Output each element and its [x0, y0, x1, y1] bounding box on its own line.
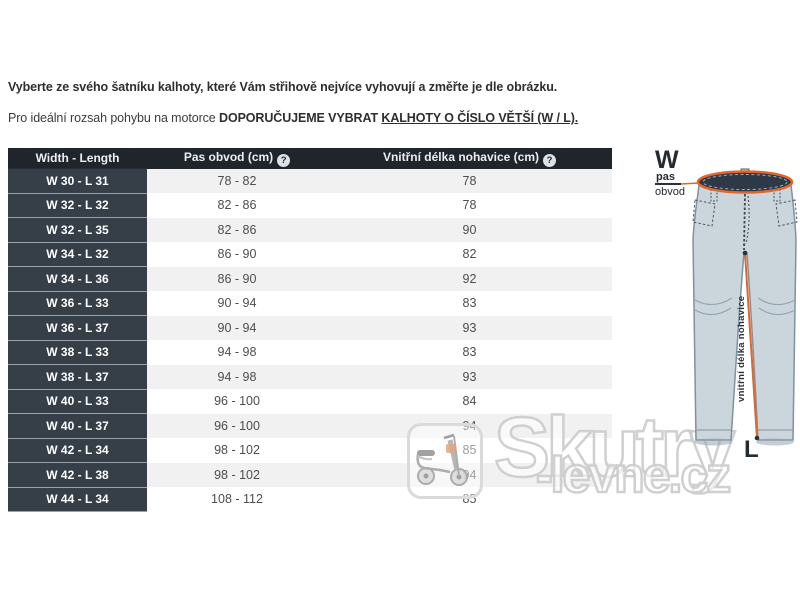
- intro-line-1: Vyberte ze svého šatníku kalhoty, které …: [8, 80, 558, 94]
- size-cell: W 40 - L 37: [8, 413, 147, 439]
- size-cell: W 42 - L 34: [8, 437, 147, 463]
- inseam-cell: 93: [327, 364, 612, 389]
- size-cell: W 34 - L 36: [8, 266, 147, 292]
- inseam-cell: 83: [327, 340, 612, 365]
- table-header-row: Width - Length Pas obvod (cm)? Vnitřní d…: [8, 148, 612, 169]
- inseam-cell: 84: [327, 389, 612, 414]
- waist-cell: 98 - 102: [147, 462, 327, 487]
- table-row: W 32 - L 32 82 - 86 78: [8, 192, 612, 218]
- waist-w-label: W: [655, 146, 680, 174]
- inseam-cell: 83: [327, 291, 612, 316]
- header-waist: Pas obvod (cm)?: [147, 148, 327, 169]
- size-cell: W 38 - L 37: [8, 364, 147, 390]
- watermark-domain-text: -levne.cz: [535, 447, 733, 503]
- waist-cell: 82 - 86: [147, 217, 327, 242]
- table-row: W 34 - L 32 86 - 90 82: [8, 241, 612, 267]
- table-row: W 34 - L 36 86 - 90 92: [8, 266, 612, 292]
- waist-cell: 108 - 112: [147, 487, 327, 512]
- header-width-length: Width - Length: [8, 148, 147, 169]
- waist-cell: 94 - 98: [147, 364, 327, 389]
- size-cell: W 42 - L 38: [8, 462, 147, 488]
- table-row: W 30 - L 31 78 - 82 78: [8, 168, 612, 194]
- table-row: W 38 - L 33 94 - 98 83: [8, 339, 612, 365]
- size-cell: W 36 - L 37: [8, 315, 147, 341]
- waist-cell: 98 - 102: [147, 438, 327, 463]
- size-cell: W 40 - L 33: [8, 388, 147, 414]
- intro-line-2-bold: DOPORUČUJEME VYBRAT: [219, 111, 382, 125]
- inseam-cell: 94: [327, 462, 612, 487]
- table-row: W 36 - L 33 90 - 94 83: [8, 290, 612, 316]
- table-row: W 40 - L 33 96 - 100 84: [8, 388, 612, 414]
- waist-cell: 82 - 86: [147, 193, 327, 218]
- size-cell: W 38 - L 33: [8, 339, 147, 365]
- scooter-icon: [416, 433, 468, 486]
- intro-line-2-underlined: KALHOTY O ČÍSLO VĚTŠÍ (W / L).: [381, 111, 579, 125]
- size-cell: W 32 - L 35: [8, 217, 147, 243]
- intro-line-2: Pro ideální rozsah pohybu na motorce DOP…: [8, 111, 578, 125]
- waist-cell: 96 - 100: [147, 413, 327, 438]
- inseam-cell: 82: [327, 242, 612, 267]
- table-row: W 36 - L 37 90 - 94 93: [8, 315, 612, 341]
- table-row: W 38 - L 37 94 - 98 93: [8, 364, 612, 390]
- table-row: W 44 - L 34 108 - 112 85: [8, 486, 612, 512]
- inseam-cell: 93: [327, 315, 612, 340]
- waist-help-icon[interactable]: ?: [277, 153, 291, 167]
- inseam-cell: 78: [327, 168, 612, 193]
- waist-cell: 86 - 90: [147, 242, 327, 267]
- size-table: Width - Length Pas obvod (cm)? Vnitřní d…: [8, 148, 612, 512]
- header-inseam: Vnitřní délka nohavice (cm)?: [327, 148, 612, 169]
- size-cell: W 44 - L 34: [8, 486, 147, 512]
- inseam-cell: 85: [327, 487, 612, 512]
- inseam-cell: 78: [327, 193, 612, 218]
- inseam-cell: 92: [327, 266, 612, 291]
- inseam-vertical-label: vnitřní délka nohavice: [736, 295, 747, 402]
- waist-cell: 90 - 94: [147, 291, 327, 316]
- size-cell: W 32 - L 32: [8, 192, 147, 218]
- size-cell: W 36 - L 33: [8, 290, 147, 316]
- inseam-help-icon[interactable]: ?: [543, 153, 557, 167]
- inseam-cell: 90: [327, 217, 612, 242]
- header-inseam-label: Vnitřní délka nohavice (cm): [382, 149, 540, 164]
- waist-cell: 78 - 82: [147, 168, 327, 193]
- waist-cell: 94 - 98: [147, 340, 327, 365]
- intro-line-2-regular: Pro ideální rozsah pohybu na motorce: [8, 111, 220, 125]
- size-cell: W 30 - L 31: [8, 168, 147, 194]
- pas-label: pas: [656, 171, 675, 183]
- size-cell: W 34 - L 32: [8, 241, 147, 267]
- obvod-label: obvod: [655, 186, 685, 198]
- table-row: W 42 - L 34 98 - 102 85: [8, 437, 612, 463]
- waist-cell: 86 - 90: [147, 266, 327, 291]
- waist-cell: 90 - 94: [147, 315, 327, 340]
- length-l-label: L: [744, 436, 759, 463]
- waist-cell: 96 - 100: [147, 389, 327, 414]
- table-row: W 42 - L 38 98 - 102 94: [8, 462, 612, 488]
- pants-diagram-illustration: [655, 168, 798, 446]
- table-row: W 32 - L 35 82 - 86 90: [8, 217, 612, 243]
- watermark-scooter-badge: [407, 423, 483, 499]
- header-width-length-label: Width - Length: [35, 151, 120, 165]
- header-waist-label: Pas obvod (cm): [183, 149, 274, 164]
- inseam-cell: 85: [327, 438, 612, 463]
